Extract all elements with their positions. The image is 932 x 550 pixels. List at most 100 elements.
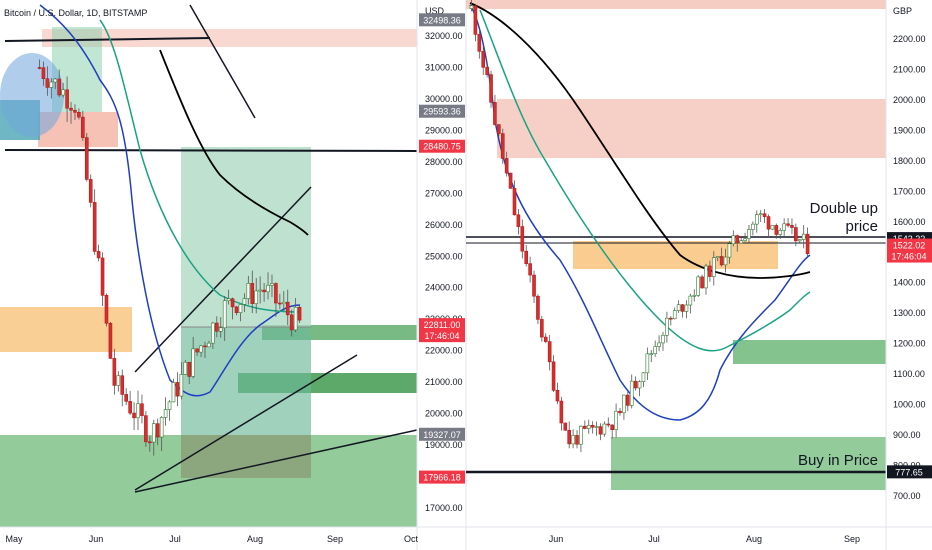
- candle-body: [489, 74, 493, 103]
- y-tick-label: 24000.00: [425, 283, 463, 293]
- right-y-axis: 700.00800.00900.001000.001100.001200.001…: [893, 34, 926, 501]
- candle-body: [653, 346, 657, 355]
- ma-50-line: [479, 9, 811, 352]
- candle-body: [676, 304, 681, 311]
- candle-body: [163, 409, 168, 418]
- price-tag: [887, 465, 932, 479]
- candle-body: [606, 423, 611, 426]
- candle-body: [473, 5, 478, 35]
- candle-body: [69, 107, 73, 111]
- y-tick-label: 32000.00: [425, 31, 463, 41]
- position-target-box[interactable]: [181, 147, 311, 327]
- channel-lower-line[interactable]: [134, 354, 358, 491]
- candle-body: [285, 301, 290, 316]
- x-tick-label: Jun: [549, 534, 564, 544]
- candle-body: [191, 348, 195, 377]
- candle-body: [195, 348, 199, 353]
- x-tick-label: May: [5, 534, 23, 544]
- candle-body: [586, 425, 591, 429]
- buy-zone[interactable]: [611, 437, 886, 490]
- candle-body: [45, 78, 50, 88]
- candle-body: [155, 423, 160, 438]
- y-tick-label: 1600.00: [893, 217, 926, 227]
- candle-body: [778, 230, 783, 235]
- x-tick-label: Sep: [327, 534, 343, 544]
- y-tick-label: 1300.00: [893, 308, 926, 318]
- y-tick-label: 1900.00: [893, 125, 926, 135]
- candle-body: [57, 78, 62, 96]
- candle-body: [116, 375, 121, 386]
- price-tag-value: 29593.36: [423, 107, 461, 117]
- candle-body: [100, 257, 105, 296]
- candle-body: [497, 124, 501, 134]
- candle-body: [230, 298, 235, 308]
- candle-body: [692, 295, 697, 297]
- candle-body: [551, 361, 556, 391]
- candle-body: [274, 283, 278, 304]
- resistance-zone[interactable]: [42, 29, 417, 47]
- candle-body: [203, 345, 207, 348]
- candle-body: [579, 425, 583, 445]
- candle-body: [786, 223, 790, 226]
- candle-body: [148, 441, 152, 444]
- y-tick-label: 2000.00: [893, 95, 926, 105]
- y-tick-label: 22000.00: [425, 346, 463, 356]
- y-tick-label: 31000.00: [425, 62, 463, 72]
- candle-body: [238, 304, 243, 314]
- candle-body: [543, 336, 548, 342]
- y-tick-label: 1100.00: [893, 369, 925, 379]
- candle-body: [65, 89, 69, 109]
- right-x-axis: Jun Jul Aug Sep: [549, 534, 860, 544]
- candle-body: [73, 109, 77, 113]
- price-tag: [887, 238, 932, 263]
- candle-body: [37, 67, 42, 69]
- ma-20-line: [39, 4, 301, 397]
- supply-zone[interactable]: [573, 241, 778, 269]
- price-tag-value: 28480.75: [423, 142, 461, 152]
- candle-body: [187, 361, 192, 377]
- top-level-line[interactable]: [4, 37, 211, 42]
- candle-body: [512, 188, 517, 216]
- x-tick-label: Aug: [746, 534, 762, 544]
- candle-body: [266, 284, 270, 293]
- candle-body: [590, 425, 595, 428]
- candle-body: [645, 353, 650, 374]
- candle-body: [672, 310, 677, 320]
- candle-body: [696, 276, 700, 296]
- candle-body: [250, 283, 255, 304]
- candle-body: [563, 422, 568, 431]
- candle-body: [281, 301, 286, 305]
- y-tick-label: 700.00: [893, 491, 921, 501]
- candle-body: [500, 133, 505, 159]
- candle-body: [704, 265, 708, 289]
- candle-body: [477, 34, 482, 52]
- candle-body: [547, 341, 552, 363]
- candle-body: [633, 380, 638, 389]
- candle-body: [782, 223, 786, 231]
- x-tick-label: Jul: [648, 534, 660, 544]
- long-support-line[interactable]: [134, 429, 418, 493]
- candle-body: [532, 274, 536, 297]
- candle-body: [183, 361, 188, 375]
- resistance-zone[interactable]: [497, 99, 886, 158]
- candle-body: [120, 375, 125, 395]
- downtrend-line[interactable]: [189, 4, 256, 119]
- y-tick-label: 20000.00: [425, 409, 463, 419]
- candle-body: [680, 304, 685, 312]
- candle-body: [140, 403, 144, 416]
- y-tick-label: 900.00: [893, 430, 921, 440]
- candle-body: [77, 112, 81, 118]
- candle-body: [159, 417, 164, 438]
- candle-body: [801, 233, 806, 240]
- price-tag: [419, 139, 465, 153]
- level-line-28480[interactable]: [4, 149, 418, 152]
- candle-body: [700, 276, 704, 289]
- price-tag: [419, 13, 465, 27]
- top-resistance-zone[interactable]: [466, 0, 886, 9]
- demand-zone-upper[interactable]: [733, 340, 886, 364]
- price-tag-countdown: 17:46:04: [891, 252, 926, 262]
- right-candles: [469, 0, 810, 453]
- candle-body: [49, 81, 54, 88]
